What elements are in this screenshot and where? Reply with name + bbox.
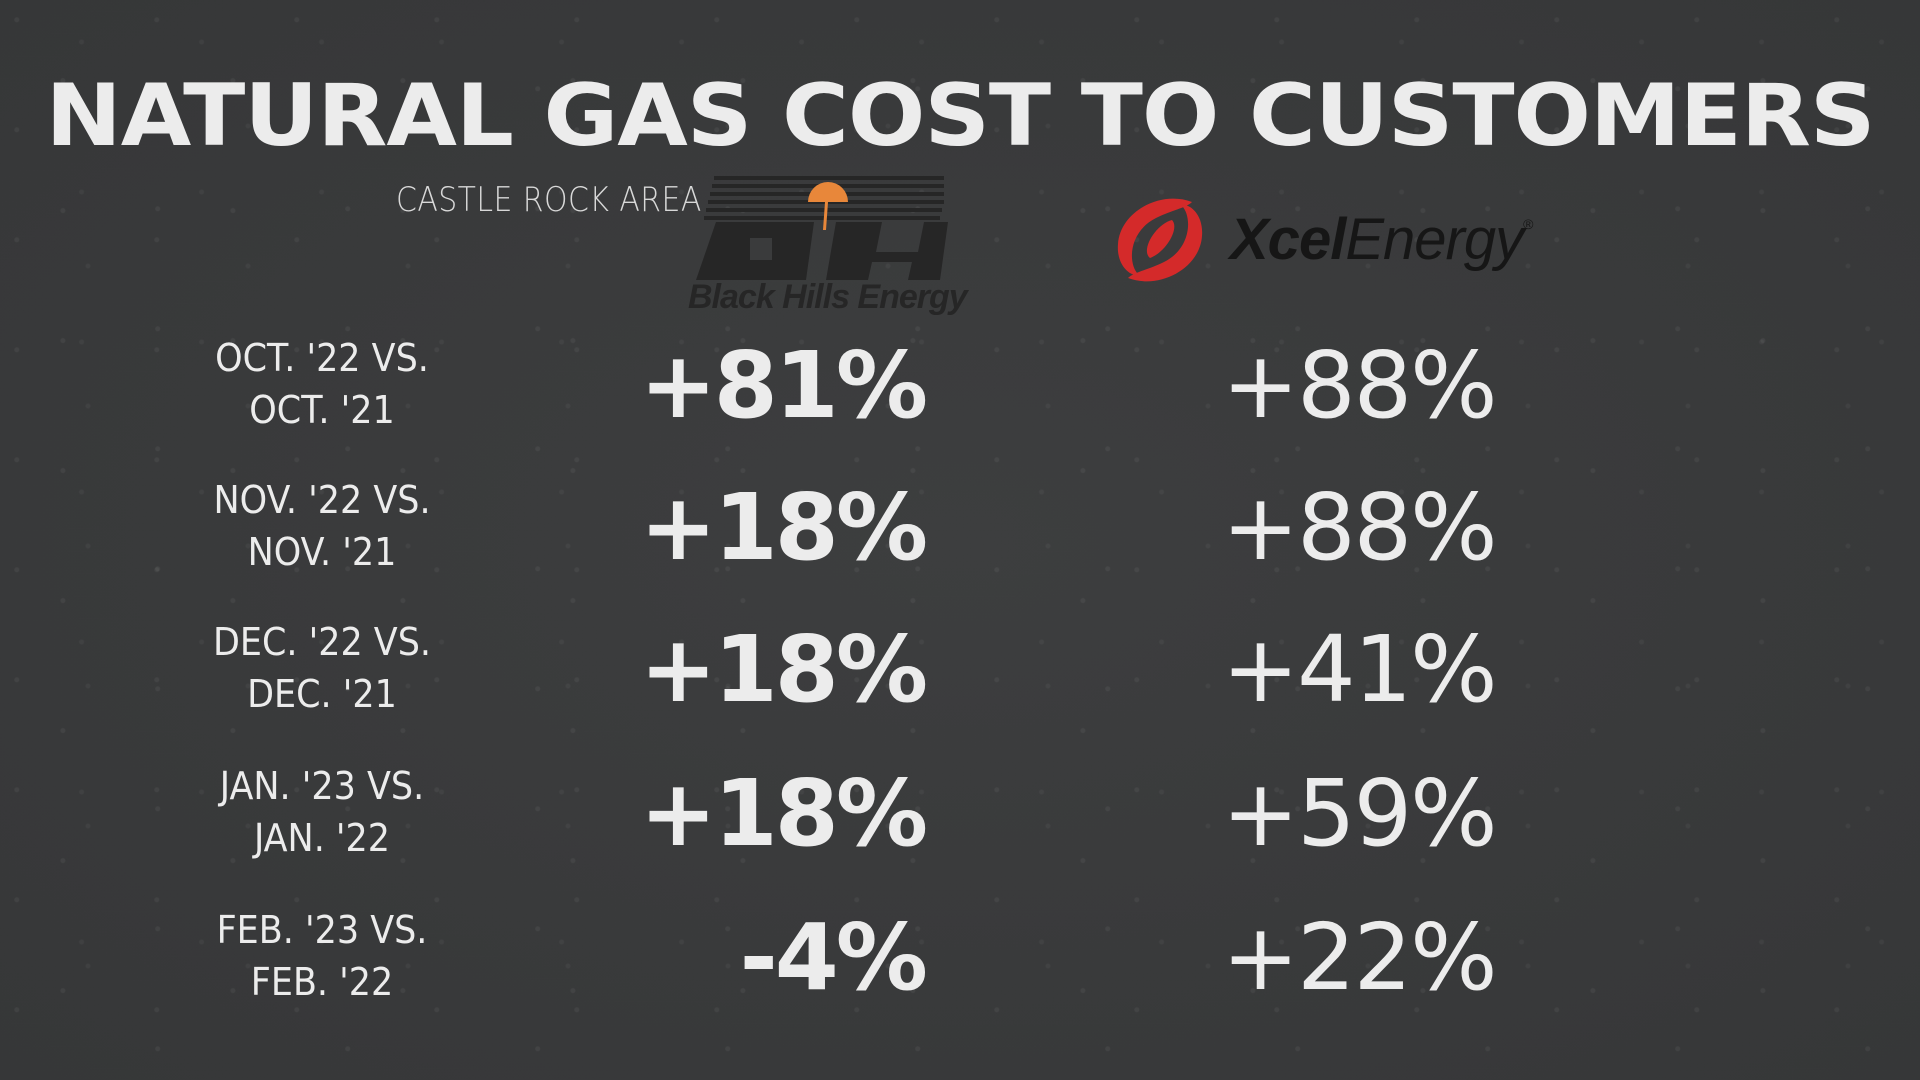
black-hills-value: +18%	[639, 616, 928, 723]
black-hills-bh-sun-icon	[696, 176, 948, 280]
row-label: OCT. '22 VS. OCT. '21	[215, 336, 429, 432]
black-hills-value: +18%	[639, 760, 928, 867]
xcel-value: +22%	[1222, 904, 1498, 1011]
black-hills-value: +18%	[639, 474, 928, 581]
black-hills-value: -4%	[739, 904, 928, 1011]
row-label: FEB. '23 VS. FEB. '22	[216, 908, 428, 1004]
table-row: JAN. '23 VS. JAN. '22 +18% +59%	[0, 756, 1920, 896]
subtitle-area: CASTLE ROCK AREA	[396, 180, 702, 220]
row-label: JAN. '23 VS. JAN. '22	[219, 764, 425, 860]
table-row: FEB. '23 VS. FEB. '22 -4% +22%	[0, 900, 1920, 1040]
black-hills-energy-logo: Black Hills Energy	[686, 172, 968, 317]
xcel-logo-text: XcelEnergy®	[1230, 207, 1533, 272]
xcel-value: +59%	[1222, 760, 1498, 867]
xcel-value: +88%	[1222, 474, 1498, 581]
title: NATURAL GAS COST TO CUSTOMERS	[45, 66, 1875, 166]
table-row: DEC. '22 VS. DEC. '21 +18% +41%	[0, 612, 1920, 752]
table-row: NOV. '22 VS. NOV. '21 +18% +88%	[0, 470, 1920, 610]
xcel-value: +88%	[1222, 332, 1498, 439]
xcel-red-swirl-icon	[1117, 198, 1203, 282]
xcel-value: +41%	[1222, 616, 1498, 723]
row-label: NOV. '22 VS. NOV. '21	[213, 478, 431, 574]
black-hills-logo-text: Black Hills Energy	[688, 278, 968, 316]
xcel-energy-logo: XcelEnergy®	[1110, 192, 1570, 292]
row-label: DEC. '22 VS. DEC. '21	[212, 620, 432, 716]
table-row: OCT. '22 VS. OCT. '21 +81% +88%	[0, 328, 1920, 468]
black-hills-value: +81%	[639, 332, 928, 439]
